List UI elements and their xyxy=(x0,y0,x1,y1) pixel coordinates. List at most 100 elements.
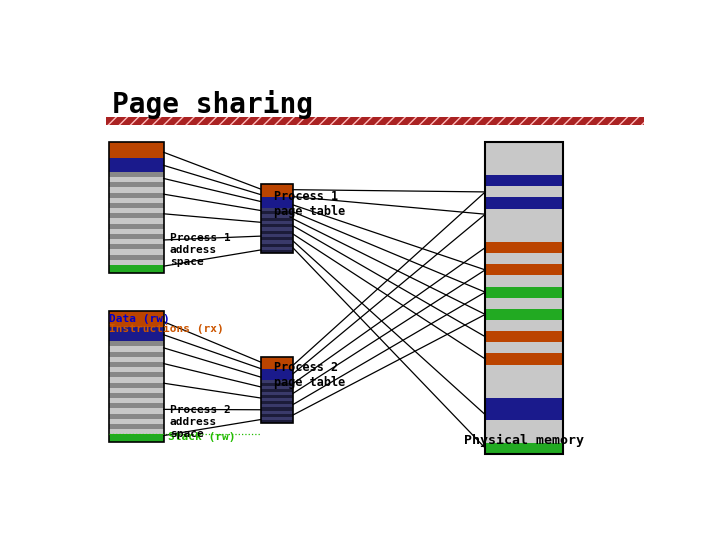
Bar xyxy=(485,264,563,275)
Bar xyxy=(261,401,293,404)
Bar xyxy=(261,218,293,221)
Bar xyxy=(485,431,563,442)
Bar xyxy=(485,164,563,175)
Bar xyxy=(261,407,293,410)
Text: Page sharing: Page sharing xyxy=(112,90,312,119)
Bar xyxy=(109,218,163,224)
Bar xyxy=(109,198,163,203)
Bar xyxy=(109,234,163,239)
Bar xyxy=(485,198,563,208)
Bar xyxy=(485,364,563,376)
Bar xyxy=(109,341,163,347)
Bar xyxy=(261,369,293,380)
Bar xyxy=(109,424,163,429)
Bar xyxy=(106,117,644,125)
Bar xyxy=(261,221,293,224)
Bar xyxy=(261,240,293,244)
Bar xyxy=(109,398,163,403)
Bar xyxy=(109,388,163,393)
Bar xyxy=(109,362,163,367)
Bar xyxy=(261,247,293,250)
Bar xyxy=(109,224,163,229)
Bar xyxy=(485,342,563,353)
Bar xyxy=(261,380,293,383)
Bar xyxy=(109,367,163,372)
Bar xyxy=(109,158,163,172)
Bar xyxy=(485,142,563,454)
Bar xyxy=(109,414,163,418)
Bar xyxy=(109,254,163,260)
Bar xyxy=(109,352,163,357)
Bar xyxy=(109,177,163,182)
Bar xyxy=(485,376,563,387)
Text: Physical memory: Physical memory xyxy=(464,434,584,448)
Bar xyxy=(261,184,293,197)
Bar xyxy=(485,220,563,231)
Bar xyxy=(109,347,163,352)
Bar xyxy=(485,253,563,264)
Bar xyxy=(109,311,163,327)
Bar xyxy=(109,142,163,158)
Bar xyxy=(261,227,293,231)
Bar xyxy=(109,142,163,273)
Bar xyxy=(109,239,163,244)
Bar xyxy=(109,213,163,218)
Bar xyxy=(109,187,163,193)
Bar xyxy=(485,298,563,309)
Bar xyxy=(261,237,293,240)
Bar xyxy=(261,197,293,208)
Text: Data (rw): Data (rw) xyxy=(109,314,170,325)
Bar xyxy=(109,229,163,234)
Bar xyxy=(261,420,293,423)
Bar xyxy=(109,311,163,442)
Bar xyxy=(109,408,163,414)
Bar xyxy=(109,377,163,383)
Bar xyxy=(109,403,163,408)
Bar xyxy=(109,393,163,398)
Bar xyxy=(109,265,163,273)
Bar xyxy=(485,353,563,365)
Bar xyxy=(485,231,563,242)
Bar xyxy=(261,208,293,211)
Bar xyxy=(109,244,163,249)
Bar xyxy=(261,410,293,414)
Bar xyxy=(485,242,563,253)
Bar xyxy=(261,414,293,417)
Text: Process 2
page table: Process 2 page table xyxy=(274,361,345,389)
Bar xyxy=(109,172,163,177)
Text: Instructions (rx): Instructions (rx) xyxy=(109,323,224,334)
Bar xyxy=(106,117,644,125)
Bar xyxy=(485,186,563,198)
Bar xyxy=(485,309,563,320)
Bar xyxy=(109,327,163,341)
Bar xyxy=(109,418,163,424)
Bar xyxy=(109,260,163,265)
Bar xyxy=(261,184,293,253)
Bar xyxy=(109,429,163,434)
Bar xyxy=(261,214,293,218)
Bar xyxy=(261,231,293,234)
Bar xyxy=(485,153,563,164)
Bar xyxy=(109,249,163,254)
Bar xyxy=(485,331,563,342)
Bar xyxy=(261,386,293,389)
Bar xyxy=(109,182,163,187)
Bar xyxy=(261,383,293,386)
Bar xyxy=(261,417,293,420)
Bar xyxy=(261,398,293,401)
Text: Process 2
address
space: Process 2 address space xyxy=(170,406,230,438)
Bar xyxy=(485,442,563,454)
Bar xyxy=(485,142,563,153)
Bar xyxy=(485,398,563,409)
Bar xyxy=(261,234,293,237)
Bar xyxy=(485,208,563,220)
Bar xyxy=(261,395,293,398)
Text: Process 1
page table: Process 1 page table xyxy=(274,190,345,218)
Bar xyxy=(485,287,563,298)
Bar xyxy=(485,275,563,287)
Bar xyxy=(109,383,163,388)
Bar xyxy=(109,372,163,377)
Bar xyxy=(485,320,563,331)
Bar xyxy=(109,357,163,362)
Bar xyxy=(261,224,293,227)
